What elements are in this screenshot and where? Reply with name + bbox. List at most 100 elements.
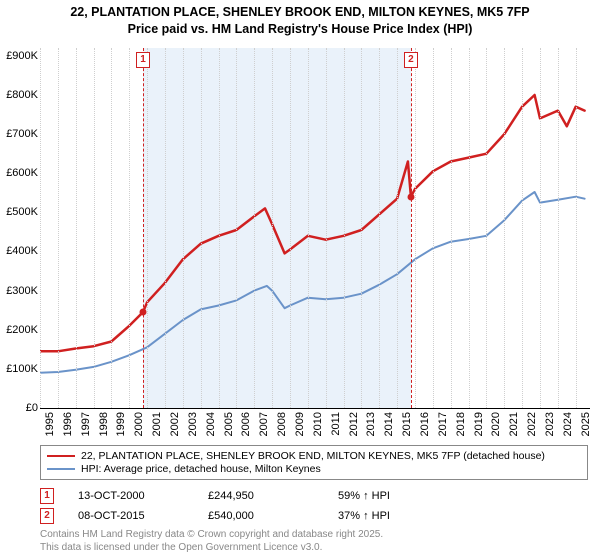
x-tick-label: 2012 bbox=[348, 412, 360, 436]
x-tick-label: 1995 bbox=[44, 412, 56, 436]
x-tick-label: 2017 bbox=[437, 412, 449, 436]
legend-label-price-paid: 22, PLANTATION PLACE, SHENLEY BROOK END,… bbox=[81, 450, 545, 462]
x-tick-label: 2024 bbox=[562, 412, 574, 436]
x-tick-label: 2010 bbox=[312, 412, 324, 436]
sale-marker-line bbox=[411, 48, 412, 408]
x-tick-label: 2005 bbox=[223, 412, 235, 436]
sale-marker-dot bbox=[140, 309, 147, 316]
x-tick-label: 1996 bbox=[62, 412, 74, 436]
gridline bbox=[236, 48, 237, 408]
x-tick-label: 1997 bbox=[80, 412, 92, 436]
gridline bbox=[379, 48, 380, 408]
gridline bbox=[486, 48, 487, 408]
gridline bbox=[94, 48, 95, 408]
gridline bbox=[576, 48, 577, 408]
x-tick-label: 2002 bbox=[169, 412, 181, 436]
gridline bbox=[451, 48, 452, 408]
y-tick-label: £300K bbox=[6, 285, 38, 297]
y-tick-label: £400K bbox=[6, 245, 38, 257]
legend: 22, PLANTATION PLACE, SHENLEY BROOK END,… bbox=[40, 445, 588, 480]
x-tick-label: 2025 bbox=[580, 412, 592, 436]
gridline bbox=[165, 48, 166, 408]
x-tick-label: 2019 bbox=[473, 412, 485, 436]
gridline bbox=[201, 48, 202, 408]
y-tick-label: £900K bbox=[6, 50, 38, 62]
x-tick-label: 2008 bbox=[276, 412, 288, 436]
gridline bbox=[290, 48, 291, 408]
sale-index-1: 1 bbox=[40, 488, 54, 504]
sale-hpi-1: 59% ↑ HPI bbox=[338, 490, 390, 502]
gridline bbox=[397, 48, 398, 408]
x-tick-label: 2016 bbox=[419, 412, 431, 436]
x-tick-label: 2022 bbox=[526, 412, 538, 436]
x-tick-label: 2003 bbox=[187, 412, 199, 436]
legend-item-hpi: HPI: Average price, detached house, Milt… bbox=[47, 463, 581, 475]
gridline bbox=[40, 48, 41, 408]
sale-price-2: £540,000 bbox=[208, 510, 338, 522]
x-tick-label: 2000 bbox=[133, 412, 145, 436]
x-tick-label: 2004 bbox=[205, 412, 217, 436]
gridline bbox=[540, 48, 541, 408]
x-tick-label: 2015 bbox=[401, 412, 413, 436]
sale-marker-dot bbox=[407, 193, 414, 200]
y-tick-label: £200K bbox=[6, 324, 38, 336]
sale-hpi-2: 37% ↑ HPI bbox=[338, 510, 390, 522]
x-tick-label: 2023 bbox=[544, 412, 556, 436]
gridline bbox=[415, 48, 416, 408]
series-price_paid bbox=[40, 95, 585, 351]
x-tick-label: 2020 bbox=[490, 412, 502, 436]
x-tick-label: 1998 bbox=[98, 412, 110, 436]
gridline bbox=[183, 48, 184, 408]
line-chart: 1995199619971998199920002001200220032004… bbox=[40, 48, 590, 409]
y-tick-label: £0 bbox=[26, 402, 38, 414]
x-tick-label: 2014 bbox=[383, 412, 395, 436]
legend-swatch-hpi bbox=[47, 468, 75, 470]
y-tick-label: £800K bbox=[6, 89, 38, 101]
footer: Contains HM Land Registry data © Crown c… bbox=[40, 528, 383, 554]
x-tick-label: 2021 bbox=[508, 412, 520, 436]
x-tick-label: 2007 bbox=[258, 412, 270, 436]
legend-label-hpi: HPI: Average price, detached house, Milt… bbox=[81, 463, 321, 475]
gridline bbox=[254, 48, 255, 408]
y-tick-label: £700K bbox=[6, 128, 38, 140]
title-line-2: Price paid vs. HM Land Registry's House … bbox=[0, 21, 600, 38]
x-tick-label: 2001 bbox=[151, 412, 163, 436]
legend-item-price-paid: 22, PLANTATION PLACE, SHENLEY BROOK END,… bbox=[47, 450, 581, 462]
chart-svg bbox=[40, 48, 590, 408]
y-tick-label: £600K bbox=[6, 167, 38, 179]
gridline bbox=[361, 48, 362, 408]
x-tick-label: 2006 bbox=[240, 412, 252, 436]
gridline bbox=[504, 48, 505, 408]
gridline bbox=[522, 48, 523, 408]
gridline bbox=[219, 48, 220, 408]
gridline bbox=[344, 48, 345, 408]
gridline bbox=[558, 48, 559, 408]
gridline bbox=[272, 48, 273, 408]
sales-table: 1 13-OCT-2000 £244,950 59% ↑ HPI 2 08-OC… bbox=[40, 486, 390, 526]
sale-price-1: £244,950 bbox=[208, 490, 338, 502]
gridline bbox=[129, 48, 130, 408]
sale-index-2: 2 bbox=[40, 508, 54, 524]
sale-row-2: 2 08-OCT-2015 £540,000 37% ↑ HPI bbox=[40, 506, 390, 526]
chart-title: 22, PLANTATION PLACE, SHENLEY BROOK END,… bbox=[0, 0, 600, 38]
sale-row-1: 1 13-OCT-2000 £244,950 59% ↑ HPI bbox=[40, 486, 390, 506]
y-tick-label: £100K bbox=[6, 363, 38, 375]
x-tick-label: 2009 bbox=[294, 412, 306, 436]
x-tick-label: 2018 bbox=[455, 412, 467, 436]
gridline bbox=[308, 48, 309, 408]
gridline bbox=[58, 48, 59, 408]
gridline bbox=[76, 48, 77, 408]
sale-date-1: 13-OCT-2000 bbox=[78, 490, 208, 502]
title-line-1: 22, PLANTATION PLACE, SHENLEY BROOK END,… bbox=[0, 4, 600, 21]
sale-marker-box: 1 bbox=[136, 52, 150, 68]
gridline bbox=[469, 48, 470, 408]
sale-date-2: 08-OCT-2015 bbox=[78, 510, 208, 522]
x-tick-label: 1999 bbox=[115, 412, 127, 436]
footer-line-1: Contains HM Land Registry data © Crown c… bbox=[40, 528, 383, 541]
gridline bbox=[433, 48, 434, 408]
sale-marker-box: 2 bbox=[404, 52, 418, 68]
legend-swatch-price-paid bbox=[47, 455, 75, 457]
gridline bbox=[326, 48, 327, 408]
x-tick-label: 2013 bbox=[365, 412, 377, 436]
x-tick-label: 2011 bbox=[330, 412, 342, 436]
